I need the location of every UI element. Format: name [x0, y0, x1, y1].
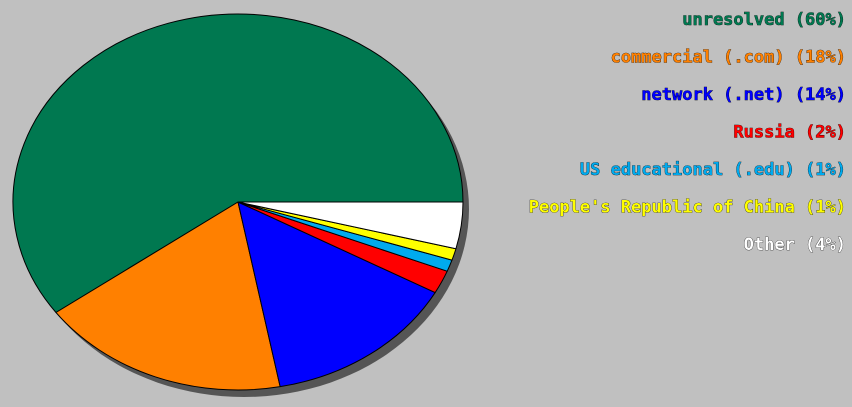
legend-label-1: commercial (.com) (18%)	[611, 48, 846, 68]
pie-slice-2	[237, 201, 436, 388]
legend-label-5: People's Republic of China (1%)	[529, 198, 846, 218]
legend: unresolved (60%) commercial (.com) (18%) n…	[528, 10, 846, 256]
legend-label-0: unresolved (60%)	[682, 10, 846, 30]
pie-slice-0	[12, 13, 464, 313]
legend-label-2: network (.net) (14%)	[641, 85, 846, 105]
pie-slice-6	[237, 201, 464, 250]
legend-label-6: Other (4%)	[744, 235, 846, 255]
pie-slices	[12, 13, 464, 391]
legend-label-4: US educational (.edu) (1%)	[580, 160, 846, 180]
pie-slice-1	[55, 201, 281, 391]
legend-label-3: Russia (2%)	[733, 123, 846, 143]
